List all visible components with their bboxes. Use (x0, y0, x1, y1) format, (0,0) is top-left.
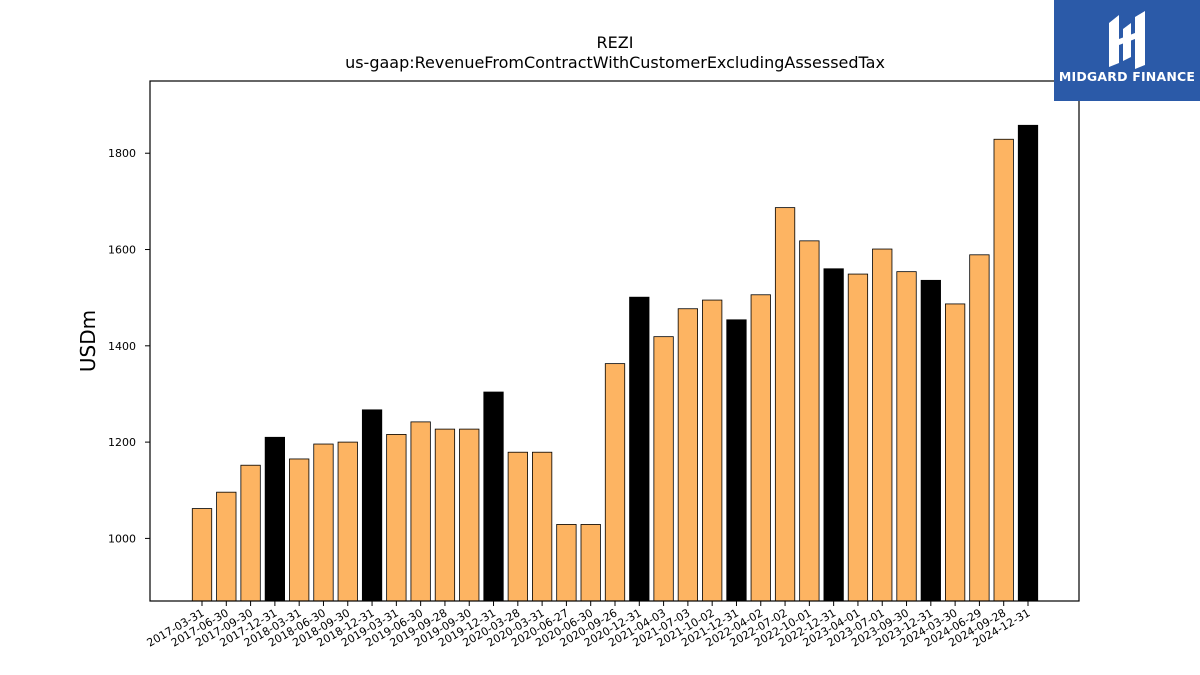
chart-subtitle: us-gaap:RevenueFromContractWithCustomerE… (345, 53, 885, 72)
bar-2018-03-31 (289, 458, 310, 602)
x-axis-ticks: 2017-03-312017-06-302017-09-302017-12-31… (145, 601, 1033, 650)
y-axis-label: USDm (76, 310, 100, 372)
brand-name: MIDGARD FINANCE (1058, 69, 1196, 84)
plot-frame (149, 80, 1080, 602)
bar-2023-09-30 (896, 271, 917, 602)
bar-2017-12-31 (264, 436, 286, 602)
bar-2021-07-03 (677, 308, 698, 602)
bar-2022-10-01 (799, 240, 820, 602)
bar-2021-04-03 (653, 336, 674, 602)
bar-2022-04-02 (750, 294, 771, 602)
bar-2024-03-30 (945, 303, 966, 602)
midgard-logo-icon (1109, 11, 1145, 69)
bar-2023-04-01 (847, 273, 869, 602)
bar-2020-03-28 (507, 451, 528, 602)
chart-title: REZI (597, 33, 634, 52)
bar-2019-12-31 (483, 391, 504, 602)
bars-group (191, 124, 1039, 602)
bar-2021-12-31 (726, 319, 747, 602)
bar-2024-09-28 (993, 138, 1014, 602)
y-tick-label: 1200 (108, 436, 136, 449)
bar-2020-03-31 (532, 451, 553, 602)
bar-2019-03-31 (386, 434, 407, 602)
bar-2020-06-27 (556, 524, 577, 602)
bar-2020-06-30 (580, 524, 601, 602)
bar-2020-09-26 (604, 363, 626, 602)
y-axis-ticks: 1000 1200 1400 1600 1800 (108, 147, 150, 545)
bar-2017-09-30 (240, 464, 261, 602)
bar-2022-12-31 (823, 268, 844, 602)
bar-2019-09-28 (434, 428, 456, 602)
bar-2017-03-31 (191, 508, 213, 602)
bar-2019-06-30 (410, 421, 431, 602)
y-tick-label: 1400 (108, 340, 136, 353)
bar-2018-06-30 (313, 443, 334, 602)
bar-2023-12-31 (920, 279, 941, 602)
y-tick-label: 1800 (108, 147, 136, 160)
bar-2021-10-02 (702, 299, 723, 602)
y-tick-label: 1600 (108, 244, 136, 257)
bar-2023-07-01 (872, 248, 893, 602)
bar-2024-06-29 (969, 254, 990, 602)
bar-2019-09-30 (459, 428, 480, 602)
brand-logo: MIDGARD FINANCE (1054, 0, 1200, 101)
bar-2018-12-31 (361, 409, 383, 602)
bar-2018-09-30 (337, 441, 358, 602)
bar-2022-07-02 (774, 207, 796, 602)
y-tick-label: 1000 (108, 532, 136, 545)
bar-2024-12-31 (1017, 124, 1039, 602)
bar-2020-12-31 (629, 296, 650, 602)
bar-2017-06-30 (216, 491, 237, 602)
